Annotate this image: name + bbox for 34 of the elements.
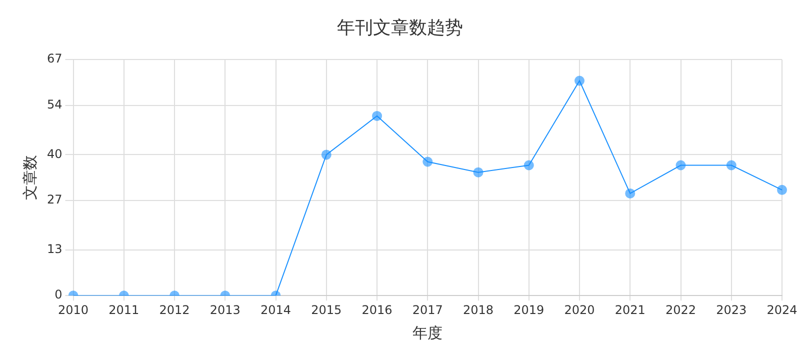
point xyxy=(372,110,382,121)
x-tick-label: 2013 xyxy=(210,302,240,317)
x-tick-label: 2018 xyxy=(462,302,494,317)
y-tick-label: 67 xyxy=(46,52,62,66)
y-tick-label: 0 xyxy=(54,288,62,302)
point xyxy=(473,167,484,178)
point xyxy=(726,160,736,170)
x-tick-label: 2010 xyxy=(58,302,89,317)
x-tick-label: 2017 xyxy=(412,302,443,317)
y-axis-title: 文章数 xyxy=(20,155,39,200)
x-tick-label: 2019 xyxy=(514,302,544,317)
x-tick-label: 2012 xyxy=(159,302,190,317)
x-axis-title: 年度 xyxy=(412,324,443,342)
point xyxy=(676,160,686,170)
point xyxy=(422,156,433,167)
x-tick-label: 2023 xyxy=(716,302,747,317)
point xyxy=(625,188,636,198)
y-tick-label: 27 xyxy=(46,192,62,207)
y-tick-label: 40 xyxy=(46,146,62,161)
chart-title: 年刊文章数趋势 xyxy=(337,17,463,38)
y-tick-label: 13 xyxy=(46,242,62,256)
x-tick-label: 2024 xyxy=(766,302,798,317)
x-tick-label: 2015 xyxy=(311,302,342,317)
point xyxy=(524,160,534,170)
point xyxy=(777,184,787,195)
x-tick-label: 2021 xyxy=(614,302,646,317)
y-tick-label: 54 xyxy=(46,98,62,112)
x-tick-label: 2020 xyxy=(564,302,595,317)
point xyxy=(321,150,332,160)
x-tick-label: 2016 xyxy=(362,302,392,317)
x-tick-label: 2022 xyxy=(665,302,696,317)
x-tick-label: 2011 xyxy=(108,302,140,317)
point xyxy=(574,76,585,86)
x-tick-label: 2014 xyxy=(260,302,292,317)
